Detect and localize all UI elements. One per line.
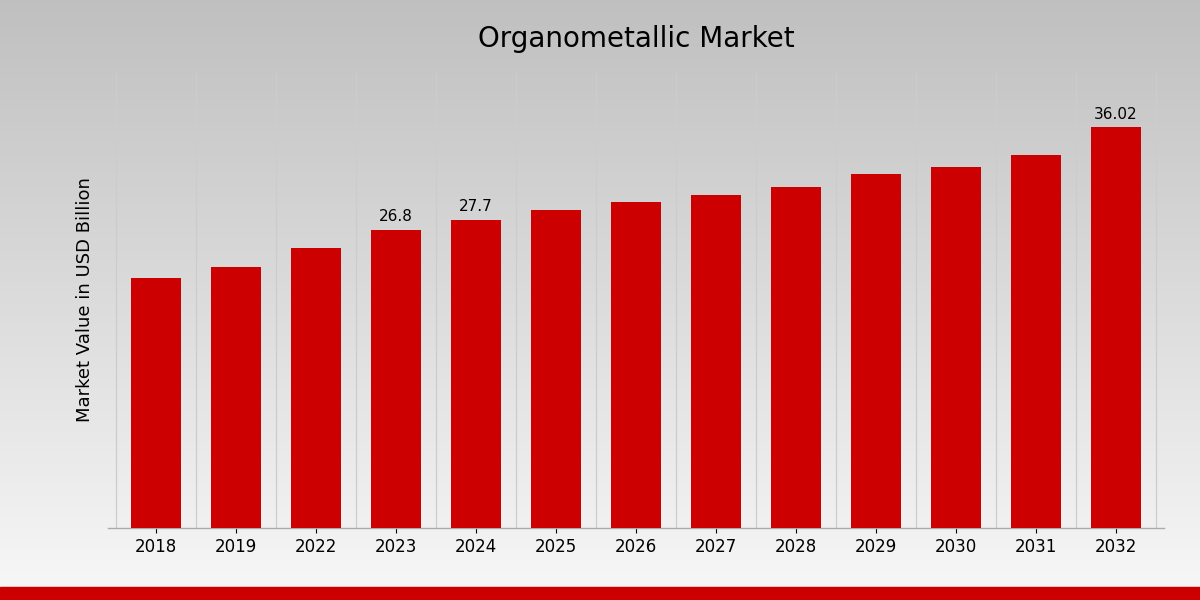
Bar <box>1012 155 1061 528</box>
Text: 36.02: 36.02 <box>1094 107 1138 122</box>
Bar <box>532 210 581 528</box>
Bar <box>611 202 661 528</box>
Bar <box>371 230 421 528</box>
Bar <box>131 278 181 528</box>
Bar <box>931 167 980 528</box>
Bar <box>1091 127 1141 528</box>
Bar <box>851 175 901 528</box>
Bar <box>292 248 341 528</box>
Text: 27.7: 27.7 <box>460 199 493 214</box>
Bar <box>772 187 821 528</box>
Bar <box>211 266 260 528</box>
Y-axis label: Market Value in USD Billion: Market Value in USD Billion <box>76 178 94 422</box>
Bar <box>691 196 740 528</box>
Title: Organometallic Market: Organometallic Market <box>478 25 794 53</box>
Bar <box>451 220 500 528</box>
Text: 26.8: 26.8 <box>379 209 413 224</box>
